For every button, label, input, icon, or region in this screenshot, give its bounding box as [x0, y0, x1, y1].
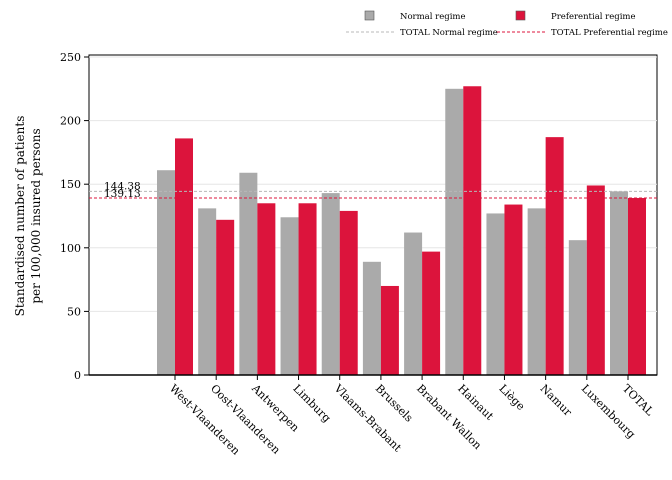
- x-tick-label: Namur: [538, 382, 575, 419]
- legend-label-preferential: Preferential regime: [551, 12, 636, 22]
- bar-preferential-regime: [257, 203, 276, 375]
- bar-preferential-regime: [216, 219, 235, 375]
- y-tick-label: 150: [60, 178, 81, 191]
- bar-preferential-regime: [545, 137, 564, 375]
- reference-label-total-normal: 144.38: [104, 180, 141, 192]
- x-tick-label: West-Vlaanderen: [167, 382, 243, 458]
- bar-normal-regime: [486, 213, 505, 375]
- bar-normal-regime: [404, 232, 423, 375]
- reference-label-total-preferential: 139.13: [104, 188, 141, 200]
- bar-normal-regime: [239, 172, 258, 375]
- legend-label-total-preferential: TOTAL Preferential regime: [551, 28, 668, 38]
- legend-swatch-preferential: [515, 10, 526, 21]
- x-tick-label: Limburg: [290, 382, 333, 425]
- bar-preferential-regime: [628, 198, 646, 375]
- y-tick-label: 50: [67, 305, 81, 318]
- bar-normal-regime: [321, 193, 340, 375]
- x-tick-label: Brussels: [373, 382, 416, 425]
- bars: [157, 86, 646, 376]
- y-axis-label-line-1: Standardised number of patients: [13, 116, 27, 317]
- y-tick-label: 100: [60, 242, 81, 255]
- bar-normal-regime: [610, 191, 628, 375]
- y-axis-label-line-2: per 100,000 insured persons: [29, 128, 43, 303]
- x-axis: West-VlaanderenOost-VlaanderenAntwerpenL…: [89, 374, 657, 458]
- bar-preferential-regime: [422, 251, 441, 375]
- x-tick-label: Hainaut: [455, 382, 496, 423]
- bar-normal-regime: [445, 88, 464, 376]
- bar-preferential-regime: [380, 285, 399, 375]
- y-tick-label: 200: [60, 115, 81, 128]
- bar-normal-regime: [568, 240, 587, 375]
- x-tick-label: TOTAL: [620, 382, 657, 419]
- legend-swatch-normal: [364, 10, 375, 21]
- bar-preferential-regime: [298, 203, 317, 375]
- legend-label-normal: Normal regime: [400, 12, 466, 22]
- bar-preferential-regime: [175, 138, 193, 375]
- y-tick-label: 250: [60, 51, 81, 64]
- bar-preferential-regime: [504, 204, 523, 375]
- bar-preferential-regime: [463, 86, 482, 376]
- bar-preferential-regime: [586, 185, 605, 375]
- bar-normal-regime: [157, 170, 175, 375]
- x-tick-label: Oost-Vlaanderen: [208, 382, 283, 457]
- legend: Normal regime Preferential regime TOTAL …: [346, 10, 668, 38]
- bar-normal-regime: [280, 217, 299, 375]
- bar-normal-regime: [198, 208, 217, 375]
- legend-label-total-normal: TOTAL Normal regime: [400, 28, 498, 38]
- bar-preferential-regime: [339, 210, 358, 375]
- bar-normal-regime: [527, 208, 546, 375]
- y-tick-label: 0: [74, 369, 81, 382]
- y-axis: 0 50 100 150 200 250: [60, 51, 89, 382]
- bar-normal-regime: [362, 261, 381, 375]
- x-tick-label: Liège: [496, 382, 527, 413]
